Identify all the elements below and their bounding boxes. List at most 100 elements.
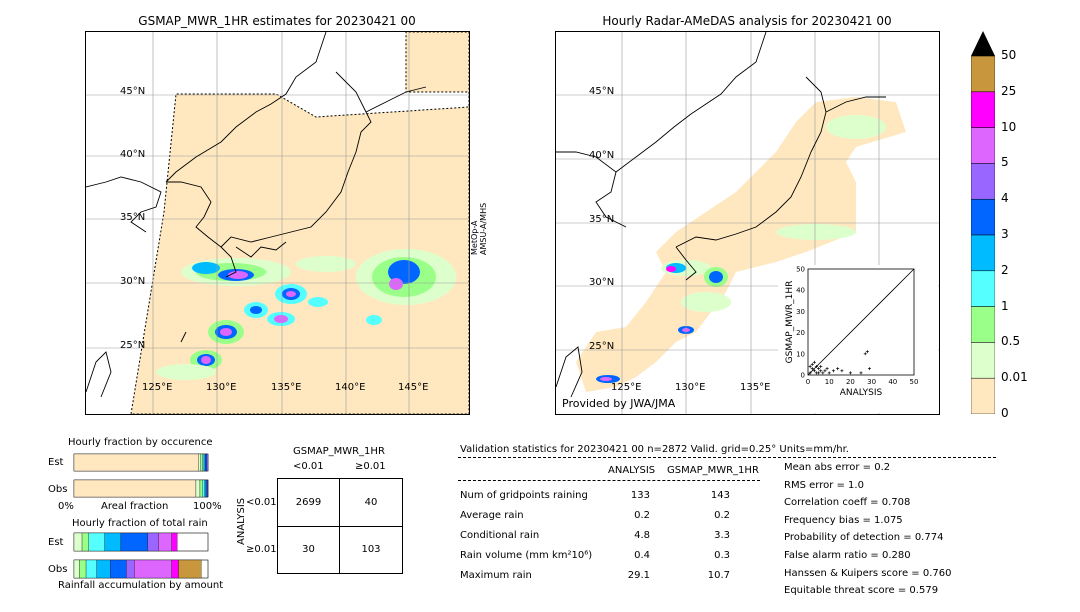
contingency-col-header-ge: ≥0.01 bbox=[355, 461, 386, 472]
contingency-col-header-lt: <0.01 bbox=[293, 461, 324, 472]
scatter-xlabel: ANALYSIS bbox=[840, 388, 883, 398]
radar-rain bbox=[596, 115, 886, 383]
scatter-point bbox=[810, 362, 814, 366]
scatter-y-tick: 50 bbox=[796, 266, 805, 274]
fraction-segment bbox=[158, 532, 172, 552]
lon-label: 130°E bbox=[206, 382, 237, 393]
scatter-point bbox=[817, 367, 821, 371]
score-line: Correlation coeff = 0.708 bbox=[784, 497, 911, 509]
fraction-segment bbox=[73, 453, 199, 472]
scatter-point bbox=[840, 369, 844, 373]
fraction-segment bbox=[171, 532, 178, 552]
validation-gsmap: 0.2 bbox=[714, 510, 730, 521]
validation-analysis: 133 bbox=[630, 490, 650, 501]
scatter-y-tick: 0 bbox=[801, 372, 805, 380]
rain-fraction-bars bbox=[73, 532, 209, 579]
colorbar-segment bbox=[970, 163, 996, 200]
swath-area bbox=[130, 32, 469, 414]
fraction-segment bbox=[207, 479, 209, 498]
colorbar-tick-label: 25 bbox=[1001, 83, 1017, 98]
validation-gsmap: 3.3 bbox=[714, 530, 730, 541]
scatter-y-tick: 20 bbox=[796, 329, 805, 337]
colorbar-segment bbox=[970, 270, 996, 307]
validation-header: Validation statistics for 20230421 00 n=… bbox=[460, 444, 849, 455]
score-line: Equitable threat score = 0.579 bbox=[784, 585, 939, 597]
colorbar-segment bbox=[970, 91, 996, 128]
scatter-point bbox=[827, 371, 831, 375]
lat-label: 40°N bbox=[589, 150, 615, 161]
lat-label: 45°N bbox=[589, 86, 615, 97]
lat-label: 35°N bbox=[120, 212, 146, 223]
fraction-segment bbox=[73, 479, 197, 498]
colorbar-tick-label: 1 bbox=[1001, 298, 1009, 313]
rain-xlabel: Rainfall accumulation by amount bbox=[58, 580, 224, 591]
colorbar-segment bbox=[970, 377, 996, 415]
fraction-segment bbox=[195, 479, 201, 498]
contingency-cell: 30 bbox=[302, 544, 315, 555]
contingency-row-header-ge: ≥0.01 bbox=[246, 544, 277, 555]
validation-gsmap: 10.7 bbox=[707, 570, 730, 581]
rain-est-label: Est bbox=[48, 537, 64, 548]
col-gsmap: GSMAP_MWR_1HR bbox=[667, 465, 759, 476]
scatter-inset: 0 10 20 30 40 50 0 10 20 30 40 50 ANALYSIS GSMAP_MWR_… bbox=[778, 265, 938, 413]
fraction-segment bbox=[73, 559, 80, 579]
validation-gsmap: 0.3 bbox=[714, 550, 730, 561]
scatter-plot: 0 10 20 30 40 50 0 10 20 30 40 50 ANALYSIS GSMAP_MWR_… bbox=[785, 266, 918, 399]
lon-label: 125°E bbox=[142, 382, 173, 393]
fraction-segment bbox=[199, 479, 203, 498]
validation-label: Maximum rain bbox=[460, 570, 532, 581]
table-divider bbox=[458, 480, 760, 481]
scatter-x-tick: 30 bbox=[867, 378, 876, 386]
validation-gsmap: 143 bbox=[710, 490, 730, 501]
graticule bbox=[86, 32, 469, 414]
colorbar-segment bbox=[970, 234, 996, 272]
contingency-table: 2699 40 30 103 bbox=[277, 478, 403, 574]
left-map-title: GSMAP_MWR_1HR estimates for 20230421 00 bbox=[138, 14, 416, 28]
scatter-ylabel: GSMAP_MWR_1HR bbox=[785, 281, 795, 364]
scatter-y-tick: 30 bbox=[796, 308, 805, 316]
colorbar-segment bbox=[970, 127, 996, 164]
lat-label: 30°N bbox=[589, 277, 615, 288]
fraction-segment bbox=[203, 453, 206, 472]
scatter-point bbox=[808, 371, 812, 375]
validation-label: Num of gridpoints raining bbox=[460, 490, 588, 501]
colorbar-tick-label: 5 bbox=[1001, 155, 1009, 170]
score-line: Hanssen & Kuipers score = 0.760 bbox=[784, 567, 952, 579]
fraction-segment bbox=[126, 559, 135, 579]
right-map-title: Hourly Radar-AMeDAS analysis for 2023042… bbox=[602, 14, 892, 28]
scatter-point bbox=[812, 369, 816, 373]
colorbar-segment bbox=[970, 55, 996, 93]
scatter-point bbox=[814, 365, 818, 369]
scatter-point bbox=[812, 360, 816, 364]
scatter-y-tick: 10 bbox=[796, 350, 805, 358]
contingency-title: GSMAP_MWR_1HR bbox=[293, 446, 385, 457]
fraction-segment bbox=[205, 453, 207, 472]
scatter-point bbox=[859, 371, 863, 375]
validation-divider bbox=[458, 457, 996, 458]
fraction-segment bbox=[178, 559, 202, 579]
occurrence-bars bbox=[73, 453, 209, 498]
fraction-segment bbox=[73, 532, 83, 552]
fraction-segment bbox=[147, 532, 159, 552]
validation-analysis: 4.8 bbox=[634, 530, 650, 541]
scatter-point bbox=[823, 369, 827, 373]
left-map-canvas bbox=[86, 32, 469, 414]
lat-label: 25°N bbox=[120, 340, 146, 351]
coastlines bbox=[86, 32, 427, 398]
colorbar-tick-label: 2 bbox=[1001, 262, 1009, 277]
colorbar-tick-label: 50 bbox=[1001, 48, 1017, 63]
colorbar-canvas bbox=[970, 31, 996, 415]
colorbar-segment bbox=[970, 342, 996, 379]
score-line: RMS error = 1.0 bbox=[784, 479, 864, 491]
fraction-segment bbox=[200, 453, 203, 472]
scatter-point bbox=[863, 352, 867, 356]
lon-label: 135°E bbox=[271, 382, 302, 393]
colorbar-tick-label: 4 bbox=[1001, 191, 1009, 206]
scatter-y-tick: 40 bbox=[796, 287, 805, 295]
scatter-point bbox=[808, 365, 812, 369]
scatter-x-tick: 40 bbox=[888, 378, 897, 386]
left-map: 45°N 40°N 35°N 30°N 25°N 125°E 130°E 135… bbox=[85, 31, 470, 415]
lat-label: 25°N bbox=[589, 341, 615, 352]
satellite-name: MetOp-A bbox=[470, 220, 479, 255]
fraction-segment bbox=[204, 479, 207, 498]
